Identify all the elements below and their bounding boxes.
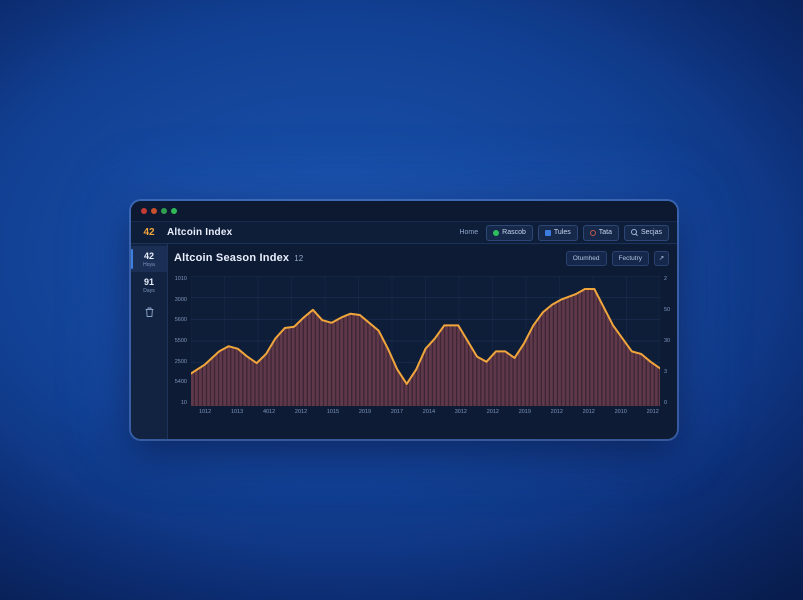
y-right-tick: 50 — [664, 307, 671, 313]
chart-panel: Altcoin Season Index 12 Otumhed Fectutry … — [168, 244, 677, 439]
chart-line — [191, 288, 660, 385]
x-tick: 2017 — [390, 409, 404, 415]
traffic-light-4[interactable] — [171, 208, 177, 214]
altcoin-index-window: 42 Altcoin Index Home Rascob Tules Tata Sec… — [131, 201, 677, 439]
x-tick: 3012 — [454, 409, 467, 415]
chart-title: Altcoin Season Index — [174, 252, 290, 264]
y-right-tick: 2 — [664, 276, 668, 282]
x-tick: 2019 — [518, 409, 531, 415]
app-title: Altcoin Index — [167, 227, 233, 238]
sidebar-item-value: 42 — [143, 251, 154, 261]
x-tick: 4012 — [262, 409, 276, 415]
traffic-lights — [141, 208, 181, 214]
traffic-light-3[interactable] — [161, 208, 167, 214]
x-tick: 2010 — [614, 409, 627, 415]
window-body: 42 Hoya 91 Days Altcoin Season Index 12 Otu… — [131, 244, 677, 439]
y-left-tick: 10 — [180, 399, 187, 406]
x-tick: 2014 — [422, 409, 436, 415]
sidebar-item-value: 91 — [143, 277, 154, 287]
secjas-button[interactable]: Secjas — [623, 224, 669, 241]
x-tick: 2012 — [582, 409, 595, 415]
x-tick: 1013 — [230, 409, 244, 415]
index-badge: 42 — [143, 227, 155, 238]
tata-button[interactable]: Tata — [582, 224, 619, 241]
y-left-tick: 1010 — [174, 276, 187, 282]
chart-svg — [191, 276, 660, 406]
window-titlebar — [131, 201, 677, 222]
traffic-light-2[interactable] — [151, 208, 157, 214]
fectutry-button[interactable]: Fectutry — [611, 250, 649, 266]
x-tick: 2012 — [294, 409, 308, 415]
chart-area-fill — [191, 289, 660, 406]
button-label: Rascob — [502, 229, 526, 236]
y-left-tick: 5400 — [174, 379, 187, 386]
x-axis-labels: 1012 1013 4012 2012 1015 2019 2017 2014 3012 2012… — [168, 406, 677, 415]
sidebar-item-label: Days — [143, 288, 155, 294]
green-dot-icon — [493, 229, 500, 236]
topbar-actions: Home Rascob Tules Tata Secjas — [459, 224, 677, 241]
topbar: 42 Altcoin Index Home Rascob Tules Tata Sec… — [131, 222, 677, 244]
x-tick: 2012 — [486, 409, 499, 415]
otumhed-button[interactable]: Otumhed — [565, 250, 607, 266]
x-tick: 2012 — [646, 409, 659, 415]
ring-icon — [589, 229, 596, 236]
y-axis-right: 2 50 30 3 0 — [660, 276, 677, 406]
chart-plot[interactable] — [191, 276, 660, 406]
x-tick: 1012 — [199, 409, 212, 415]
y-left-tick: 2500 — [174, 358, 187, 365]
x-tick: 2019 — [358, 409, 372, 415]
topbar-button-group: Rascob Tules Tata Secjas — [486, 224, 669, 241]
sidebar: 42 Hoya 91 Days — [131, 244, 168, 439]
chart-header: Altcoin Season Index 12 Otumhed Fectutry … — [168, 244, 677, 270]
trash-button[interactable] — [131, 306, 167, 318]
sidebar-item-label: Hoya — [143, 262, 155, 268]
search-icon — [630, 229, 638, 236]
trash-icon — [145, 307, 153, 317]
sidebar-item-days[interactable]: 91 Days — [131, 272, 167, 298]
button-label: Tules — [553, 229, 571, 236]
chart-current-value: 12 — [294, 253, 304, 263]
y-left-tick: 5500 — [174, 337, 187, 344]
y-right-tick: 3 — [664, 369, 668, 375]
chart-area: 1010 3000 5600 5500 2500 5400 10 2 50 30 3 0 — [168, 276, 677, 406]
chart-header-actions: Otumhed Fectutry ↗ — [565, 250, 669, 266]
expand-button[interactable]: ↗ — [654, 250, 669, 266]
chart-header-button-group: Otumhed Fectutry — [565, 250, 649, 266]
sidebar-items: 42 Hoya 91 Days — [131, 246, 167, 298]
y-left-tick: 3000 — [174, 296, 187, 303]
button-label: Secjas — [640, 229, 662, 236]
traffic-light-1[interactable] — [141, 208, 147, 214]
button-label: Tata — [598, 229, 612, 236]
tules-button[interactable]: Tules — [537, 224, 578, 241]
x-tick: 2012 — [550, 409, 563, 415]
home-link[interactable]: Home — [459, 229, 479, 236]
expand-icon: ↗ — [658, 255, 665, 262]
sidebar-item-hoya[interactable]: 42 Hoya — [131, 246, 167, 272]
x-tick: 1015 — [326, 409, 340, 415]
rascob-button[interactable]: Rascob — [486, 224, 533, 241]
y-right-tick: 30 — [664, 338, 671, 344]
blue-square-icon — [544, 229, 551, 236]
y-right-tick: 0 — [664, 400, 668, 406]
y-axis-left: 1010 3000 5600 5500 2500 5400 10 — [168, 276, 191, 406]
y-left-tick: 5600 — [174, 317, 187, 324]
